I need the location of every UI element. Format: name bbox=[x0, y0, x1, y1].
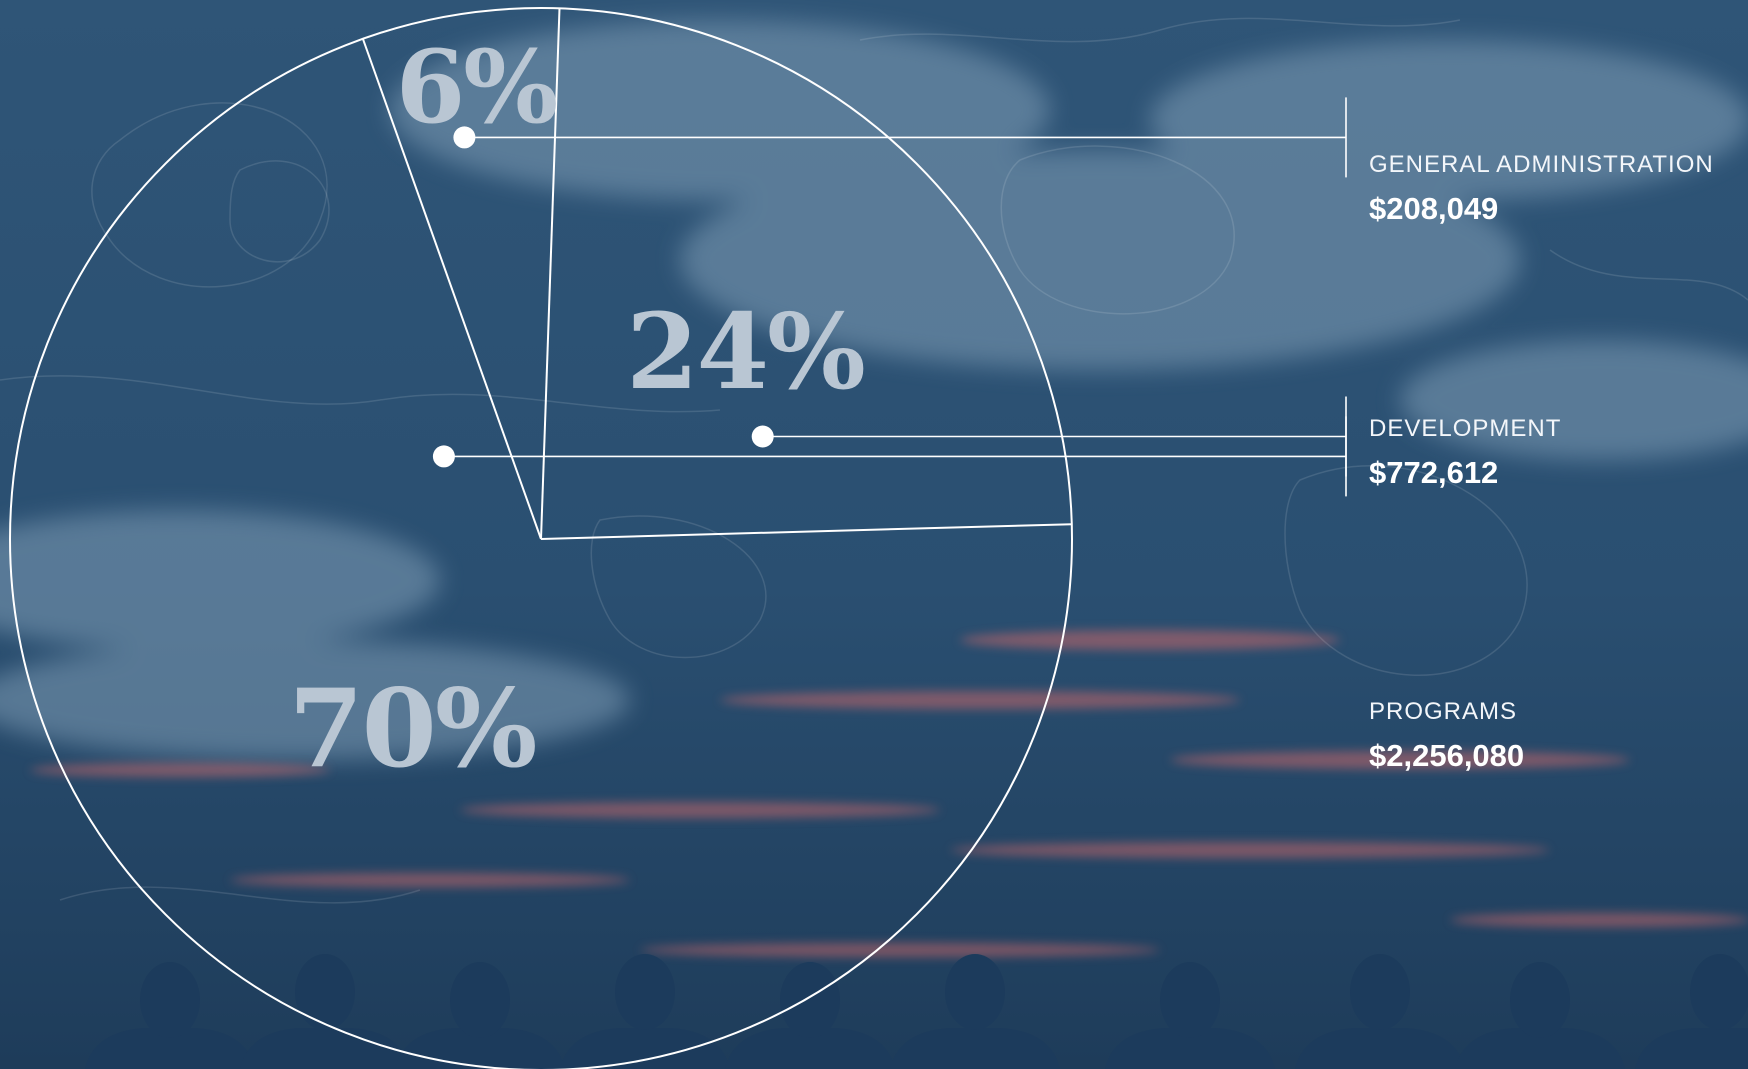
leader-lines bbox=[432, 97, 1347, 497]
slice-boundary-1 bbox=[540, 8, 561, 540]
legend-amount: $2,256,080 bbox=[1369, 738, 1525, 773]
legend-entry-programs: PROGRAMS $2,256,080 bbox=[1369, 697, 1524, 775]
person-silhouette bbox=[725, 962, 895, 1069]
person-silhouette bbox=[1105, 962, 1275, 1069]
cloud-layer bbox=[0, 20, 1748, 760]
person-silhouette bbox=[560, 954, 730, 1069]
person-silhouette bbox=[240, 954, 410, 1069]
slice-marker-programs bbox=[432, 445, 455, 468]
legend-label: DEVELOPMENT bbox=[1369, 415, 1562, 442]
percent-labels: 6% 24% 70% bbox=[289, 28, 866, 792]
person-silhouette bbox=[890, 954, 1060, 1069]
percent-label-general-administration: 6% bbox=[396, 28, 557, 146]
legend-entry-development: DEVELOPMENT $772,612 bbox=[1369, 414, 1561, 492]
person-silhouette bbox=[1635, 954, 1748, 1069]
pie-outline bbox=[9, 7, 1073, 1069]
legend-entry-general-administration: GENERAL ADMINISTRATION $208,049 bbox=[1369, 150, 1714, 228]
person-silhouette bbox=[395, 962, 565, 1069]
sunset-streaks bbox=[30, 630, 1748, 957]
person-silhouette bbox=[85, 962, 255, 1069]
legend-amount: $208,049 bbox=[1369, 191, 1499, 226]
person-silhouette bbox=[1295, 954, 1465, 1069]
topographic-lines bbox=[0, 17, 1748, 904]
person-silhouette bbox=[1455, 962, 1625, 1069]
legend-amount: $772,612 bbox=[1369, 455, 1499, 490]
slice-marker-development bbox=[751, 425, 774, 448]
legend-label: PROGRAMS bbox=[1369, 698, 1518, 725]
slice-boundary-2 bbox=[540, 523, 1072, 540]
percent-label-programs: 70% bbox=[289, 666, 536, 792]
percent-label-development: 24% bbox=[626, 290, 864, 413]
people-silhouettes bbox=[85, 954, 1748, 1069]
slice-marker-general-administration bbox=[453, 126, 476, 149]
legend-label: GENERAL ADMINISTRATION bbox=[1369, 151, 1714, 178]
